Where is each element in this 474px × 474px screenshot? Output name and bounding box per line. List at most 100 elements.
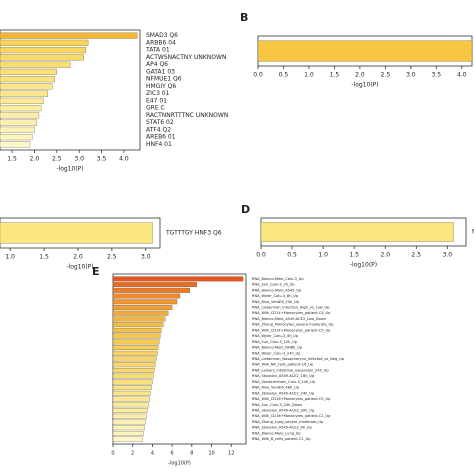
x-tick-label: 0.0 (253, 72, 263, 79)
category-label: GATA1 03 (146, 68, 175, 75)
bar (112, 368, 155, 373)
x-tick-label: 0.0 (256, 252, 266, 259)
x-tick-label: 12 (228, 451, 234, 457)
x-tick-label: 1.0 (304, 72, 314, 79)
category-label: RNA_Sun_Calu-3_12h_Up (252, 340, 298, 344)
bar (112, 333, 161, 339)
x-tick-label: 2.5 (107, 254, 117, 261)
category-label: RNA_Lieberman_Nasopharynx_Infected_vs_Ne… (252, 357, 345, 361)
x-axis-label: -log10(P) (56, 166, 83, 173)
category-label: AREB6 01 (146, 134, 176, 141)
category-label: RNA_Wilk_CD16+Monocytes_patient-C5_Up (252, 397, 331, 401)
x-tick-label: 10 (208, 451, 214, 457)
bar (112, 322, 164, 328)
x-tick-label: 3.0 (406, 72, 416, 79)
bar (0, 112, 40, 119)
bar (112, 327, 162, 333)
x-tick-label: 1.5 (39, 254, 49, 261)
category-label: RNA_Wyler_Calu-3_8h_Up (252, 294, 299, 298)
bar (112, 362, 156, 368)
bar (0, 141, 31, 148)
bar (0, 47, 87, 54)
x-tick-label: 3.5 (97, 156, 107, 163)
category-label: ACTWSNACTNY UNKNOWN (146, 54, 226, 61)
panel-label: E (92, 265, 100, 278)
x-tick-label: 6 (171, 451, 174, 457)
category-label: ARBB6 04 (146, 39, 176, 46)
category-label: RNA_Wilk_B_cells_patient-C1_Up (252, 437, 311, 441)
category-label: RNA_Sun_Calu-3_24h_Down (252, 403, 302, 407)
bar (0, 134, 33, 141)
category-label: RNA_Wilk_CD14+Monocytes_patient-C4_Up (252, 311, 331, 315)
category-label: RNA_Riva_VeroE6_24h_Up (252, 300, 300, 304)
x-axis-label: -log10(P) (350, 262, 377, 269)
bar (112, 276, 244, 282)
bar (0, 76, 55, 83)
bar (112, 419, 146, 425)
category-label: RNA_Stukalov_A549-ACE2_6h_Up (252, 426, 313, 430)
plot-frame (0, 29, 141, 151)
panel-label: D (241, 203, 250, 216)
x-tick-label: 4.0 (119, 156, 129, 163)
x-tick-label: 8 (190, 451, 193, 457)
x-tick-label: 0.5 (287, 252, 297, 259)
bar (0, 68, 57, 75)
bar (112, 436, 143, 442)
bar (0, 97, 44, 104)
category-label: RNA_Lieberman_Infection_High_vs_Low_Up (252, 305, 330, 309)
category-label: RNA_Blanco-Melo_Lung_Up (252, 431, 301, 435)
bar (0, 32, 138, 39)
bar (0, 83, 53, 90)
bar (0, 54, 84, 61)
category-label: RNA_Zhang_Lung_severe_moderate_Up (252, 420, 324, 424)
category-label: E47 01 (146, 97, 167, 104)
category-label: RNA_Wilk_NK_cells_patient-C6_Up (252, 363, 314, 367)
bar (112, 339, 160, 345)
category-label: RNA_Zhang_Monocytes_severe-moderate_Up (252, 323, 334, 327)
x-tick-label: 3.0 (74, 156, 84, 163)
bar (112, 310, 169, 316)
bar (112, 413, 147, 419)
x-tick-label: 0 (111, 451, 114, 457)
category-label: RNA_Riva_VeroE6_48h_Up (252, 386, 300, 390)
x-tick-label: 4 (151, 451, 154, 457)
x-tick-label: 1.5 (330, 72, 340, 79)
panel-label: B (240, 11, 248, 24)
category-label: M (472, 229, 474, 236)
bar (112, 390, 151, 396)
bar (0, 119, 37, 126)
bar (112, 350, 158, 356)
x-axis-label: -log10(P) (168, 461, 191, 467)
category-label: RNA_Sun_Calu-3_2h_Up (252, 283, 295, 287)
x-tick-label: 2.0 (355, 72, 365, 79)
bar (0, 90, 49, 97)
category-label: AP4 Q6 (146, 61, 168, 68)
category-label: ATF4 Q2 (146, 126, 171, 133)
bar (112, 373, 154, 379)
x-tick-label: 1.0 (318, 252, 328, 259)
category-label: TATA 01 (145, 47, 170, 54)
x-tick-label: 0.5 (279, 72, 289, 79)
x-tick-label: 1.5 (7, 156, 17, 163)
category-label: RNA_Blanco-Melo_NHBE_Up (252, 346, 303, 350)
category-label: RNA_Stukalov_A549-ACE2_18h_Up (252, 374, 315, 378)
bar (112, 316, 166, 322)
x-tick-label: 1.5 (349, 252, 359, 259)
x-tick-label: 2.0 (380, 252, 390, 259)
category-label: RNA_Blanco-Melo_Calu-3_Up (252, 277, 304, 281)
x-tick-label: 1.0 (5, 254, 15, 261)
x-axis-label: -log10(P) (351, 82, 378, 89)
category-label: RNA_Stukalov_A549-ACE2_30h_Up (252, 409, 315, 413)
x-tick-label: 2.5 (412, 252, 422, 259)
bar (112, 385, 152, 391)
bar (112, 345, 159, 350)
category-label: NFMUE1 Q6 (146, 76, 182, 83)
x-axis-label: -log10(P) (66, 264, 93, 271)
bar (0, 39, 89, 46)
bar (112, 402, 149, 408)
category-label: GRE C (146, 105, 165, 112)
category-label: HNF4 01 (146, 141, 172, 148)
category-label: RNA_Lamers_intestinal_expansion_24h_Up (252, 368, 329, 372)
bar (0, 126, 35, 133)
